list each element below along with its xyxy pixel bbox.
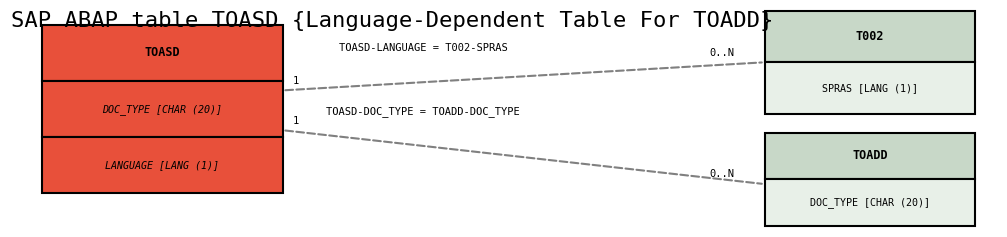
Text: SPRAS [LANG (1)]: SPRAS [LANG (1)] (822, 83, 918, 93)
Text: LANGUAGE [LANG (1)]: LANGUAGE [LANG (1)] (105, 160, 220, 170)
Text: TOASD: TOASD (144, 46, 180, 59)
Text: 1: 1 (293, 76, 299, 86)
Bar (41, 25, 283, 81)
Bar (764, 179, 976, 226)
Text: TOASD-LANGUAGE = T002-SPRAS: TOASD-LANGUAGE = T002-SPRAS (338, 43, 508, 53)
Text: T002: T002 (856, 30, 884, 43)
Bar (764, 62, 976, 114)
Text: DOC_TYPE [CHAR (20)]: DOC_TYPE [CHAR (20)] (810, 197, 930, 208)
Text: TOASD-DOC_TYPE = TOADD-DOC_TYPE: TOASD-DOC_TYPE = TOADD-DOC_TYPE (326, 106, 520, 117)
Bar (764, 11, 976, 62)
Text: 0..N: 0..N (710, 48, 734, 58)
Bar (41, 81, 283, 137)
Text: SAP ABAP table TOASD {Language-Dependent Table For TOADD}: SAP ABAP table TOASD {Language-Dependent… (11, 11, 773, 31)
Text: 0..N: 0..N (710, 169, 734, 179)
Text: DOC_TYPE [CHAR (20)]: DOC_TYPE [CHAR (20)] (102, 104, 223, 114)
Text: 1: 1 (293, 115, 299, 126)
Text: TOADD: TOADD (852, 150, 888, 163)
Bar (764, 132, 976, 179)
Bar (41, 137, 283, 193)
